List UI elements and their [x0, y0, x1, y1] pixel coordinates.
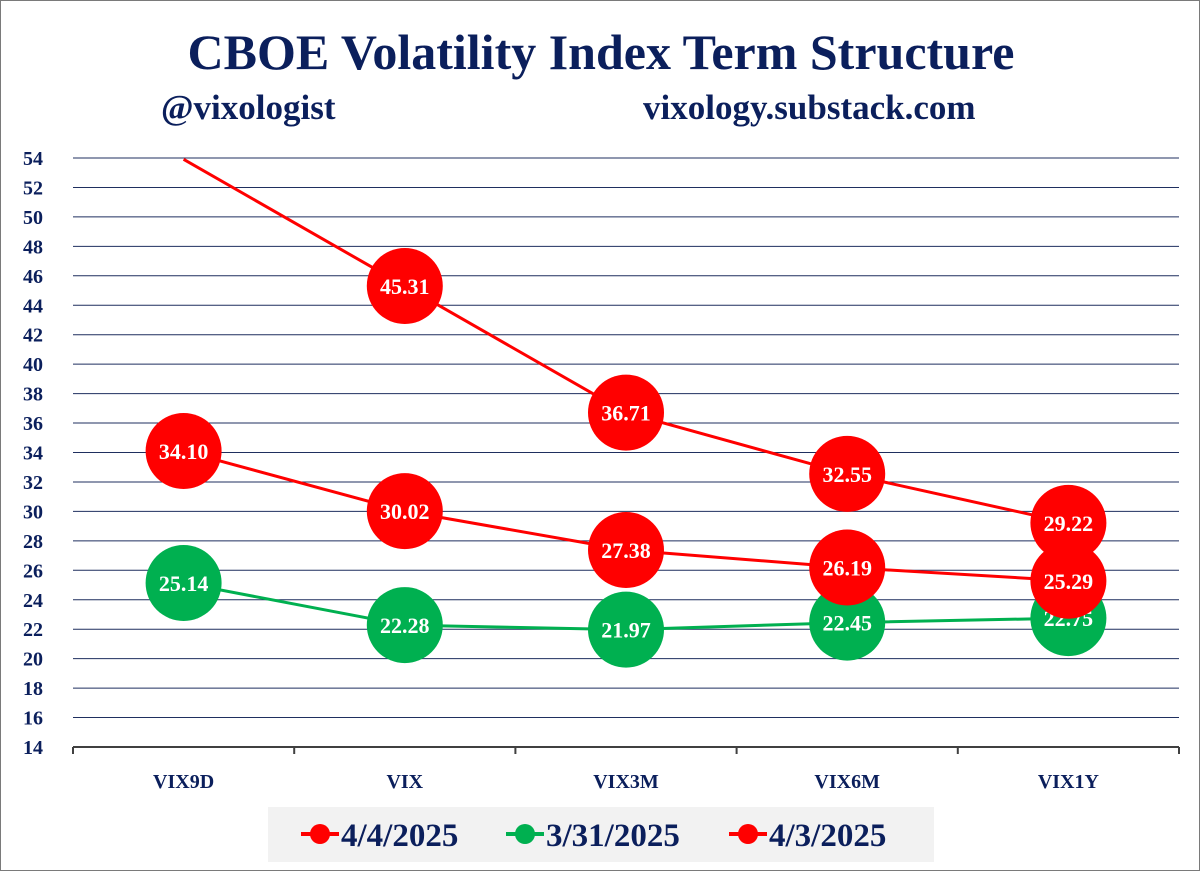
x-tick-label: VIX9D — [153, 771, 214, 793]
data-label: 27.38 — [601, 538, 651, 563]
y-tick-label: 32 — [23, 472, 43, 494]
y-tick-label: 50 — [23, 207, 43, 229]
y-tick-label: 20 — [23, 649, 43, 671]
y-tick-label: 24 — [23, 590, 43, 612]
legend: 4/4/2025 3/31/2025 4/3/2025 — [268, 807, 934, 862]
series-layer: 45.31 36.71 32.55 29.22 25.14 22.28 21.97 22.45… — [145, 158, 1107, 668]
legend-entry: 4/4/2025 — [341, 818, 458, 854]
data-label: 45.31 — [380, 274, 430, 299]
y-tick-label: 46 — [23, 266, 43, 288]
legend-entry: 3/31/2025 — [546, 818, 680, 854]
data-point — [588, 511, 664, 588]
data-point — [809, 435, 886, 512]
data-label: 36.71 — [601, 401, 651, 426]
data-label: 26.19 — [822, 556, 872, 581]
data-point — [145, 413, 222, 490]
y-tick-label: 48 — [23, 236, 43, 258]
data-point — [1030, 484, 1107, 561]
series-markers: 45.31 36.71 32.55 29.22 25.14 22.28 21.97 22.45… — [145, 247, 1107, 668]
y-tick-label: 36 — [23, 413, 43, 435]
data-point — [1030, 542, 1107, 619]
chart-handle: @vixologist — [161, 88, 336, 127]
y-tick-label: 14 — [23, 737, 43, 759]
data-point — [809, 529, 886, 606]
y-tick-label: 44 — [23, 295, 43, 317]
data-label: 34.10 — [159, 439, 209, 464]
y-tick-label: 22 — [23, 619, 43, 641]
y-tick-label: 42 — [23, 325, 43, 347]
data-label: 25.14 — [159, 571, 209, 596]
legend-swatch-marker — [738, 824, 758, 844]
data-label: 32.55 — [822, 462, 872, 487]
legend-swatch-marker — [515, 824, 535, 844]
chart-title: CBOE Volatility Index Term Structure — [188, 24, 1015, 80]
y-tick-label: 28 — [23, 531, 43, 553]
y-tick-label: 52 — [23, 177, 43, 199]
data-label: 22.45 — [822, 611, 872, 636]
y-tick-label: 16 — [23, 708, 43, 730]
x-axis: VIX9D VIX VIX3M VIX6M VIX1Y — [72, 747, 1180, 793]
chart-website: vixology.substack.com — [643, 88, 976, 127]
x-tick-label: VIX1Y — [1038, 771, 1100, 793]
y-tick-label: 54 — [23, 148, 43, 170]
data-label: 22.28 — [380, 613, 430, 638]
x-tick-label: VIX3M — [593, 771, 659, 793]
data-point — [588, 591, 664, 668]
data-point — [366, 587, 443, 664]
data-label: 29.22 — [1044, 511, 1094, 536]
y-tick-label: 18 — [23, 678, 43, 700]
x-tick-label: VIX — [386, 771, 423, 793]
series-line — [182, 158, 1069, 525]
data-label: 30.02 — [380, 499, 430, 524]
data-point — [588, 374, 664, 451]
y-axis: 14 16 18 20 22 24 26 28 30 32 34 36 38 40 42 44 46 48 50 52… — [23, 148, 43, 759]
legend-swatch-marker — [310, 824, 330, 844]
legend-box — [268, 807, 934, 862]
legend-entry: 4/3/2025 — [769, 818, 886, 854]
data-label: 21.97 — [601, 618, 651, 643]
y-tick-label: 30 — [23, 501, 43, 523]
data-label: 25.29 — [1044, 569, 1094, 594]
data-point — [145, 544, 222, 621]
data-point — [366, 247, 443, 324]
y-tick-label: 40 — [23, 354, 43, 376]
data-point — [366, 473, 443, 550]
y-tick-label: 26 — [23, 560, 43, 582]
x-tick-label: VIX6M — [814, 771, 880, 793]
y-tick-label: 38 — [23, 384, 43, 406]
data-point — [809, 584, 886, 661]
y-tick-label: 34 — [23, 443, 43, 465]
